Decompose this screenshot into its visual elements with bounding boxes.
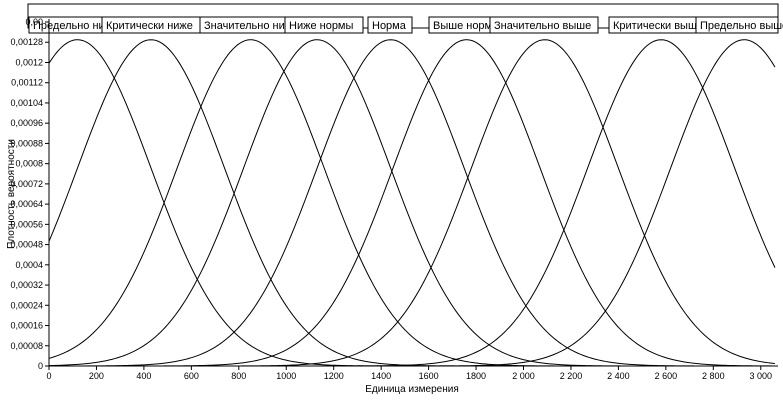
- y-tick-label: 0,0012: [15, 57, 43, 67]
- legend-item-7: Значительно выше: [489, 16, 599, 34]
- y-tick-label: 0,00032: [10, 280, 43, 290]
- y-tick-label: 0,00016: [10, 321, 43, 331]
- x-axis-title: Единица измерения: [365, 384, 459, 395]
- legend-item-3: Значительно ни: [199, 16, 287, 34]
- x-tick-label: 3 000: [749, 371, 772, 381]
- y-tick-label: 0,0008: [15, 159, 43, 169]
- y-tick-label: 0: [38, 361, 43, 371]
- x-tick-label: 800: [231, 371, 246, 381]
- x-tick-label: 2 000: [512, 371, 535, 381]
- y-tick-label: 0,00096: [10, 118, 43, 128]
- legend: Предельно ни Критически ниже Значительно н…: [27, 3, 783, 34]
- y-tick-label: 0,00008: [10, 341, 43, 351]
- x-tick-label: 400: [136, 371, 151, 381]
- legend-item-box: [695, 16, 779, 34]
- legend-item-5: Норма: [367, 16, 413, 34]
- y-tick-label: 0,00104: [10, 98, 43, 108]
- x-tick-label: 1400: [371, 371, 391, 381]
- y-tick-label: 0,00072: [10, 179, 43, 189]
- x-tick-label: 2 200: [560, 371, 583, 381]
- legend-item-label: Предельно выше: [700, 20, 783, 32]
- x-tick-label: 1800: [466, 371, 486, 381]
- y-tick-label: 0,00056: [10, 219, 43, 229]
- x-tick-label: 2 400: [607, 371, 630, 381]
- y-tick-label: 0,00128: [10, 37, 43, 47]
- y-tick-label: 0,00088: [10, 138, 43, 148]
- legend-item-label: Значительно ни: [204, 20, 285, 32]
- legend-item-box: [367, 16, 413, 34]
- legend-item-1: Предельно ни: [28, 16, 105, 34]
- x-tick-label: 0: [46, 371, 51, 381]
- legend-item-label: Норма: [372, 20, 407, 32]
- x-tick-label: 2 800: [702, 371, 725, 381]
- legend-item-label: Предельно ни: [33, 20, 105, 32]
- y-tick-label: 0,00024: [10, 300, 43, 310]
- legend-item-label: Критически выш: [613, 20, 697, 32]
- x-tick-label: 1600: [419, 371, 439, 381]
- legend-item-8: Критически выш: [608, 16, 698, 34]
- legend-item-4: Ниже нормы: [284, 16, 364, 34]
- legend-item-9: Предельно выше: [695, 16, 783, 34]
- y-tick-label: 0,00048: [10, 240, 43, 250]
- legend-item-2: Критически ниже: [101, 16, 202, 34]
- series-line-5: [49, 39, 775, 367]
- x-tick-label: 200: [89, 371, 104, 381]
- y-tick-label: 0,00112: [11, 78, 43, 88]
- axes: 00,000080,000160,000240,000320,00040,000…: [10, 17, 778, 381]
- legend-item-6: Выше норм: [428, 16, 493, 34]
- legend-item-label: Значительно выше: [494, 20, 591, 32]
- y-tick-label: 0,0004: [15, 260, 43, 270]
- legend-item-label: Выше норм: [433, 20, 492, 32]
- y-tick-label: 0,00064: [10, 199, 43, 209]
- y-axis-title: Плотность вероятности: [6, 139, 17, 249]
- y-tick-label: 0,00: [25, 17, 43, 27]
- x-tick-label: 600: [184, 371, 199, 381]
- legend-item-label: Критически ниже: [106, 20, 193, 32]
- legend-item-box: [489, 16, 599, 34]
- x-tick-label: 1200: [324, 371, 344, 381]
- legend-item-label: Ниже нормы: [289, 20, 353, 32]
- x-tick-label: 2 600: [655, 371, 678, 381]
- x-tick-label: 1000: [276, 371, 296, 381]
- legend-item-box: [284, 16, 364, 34]
